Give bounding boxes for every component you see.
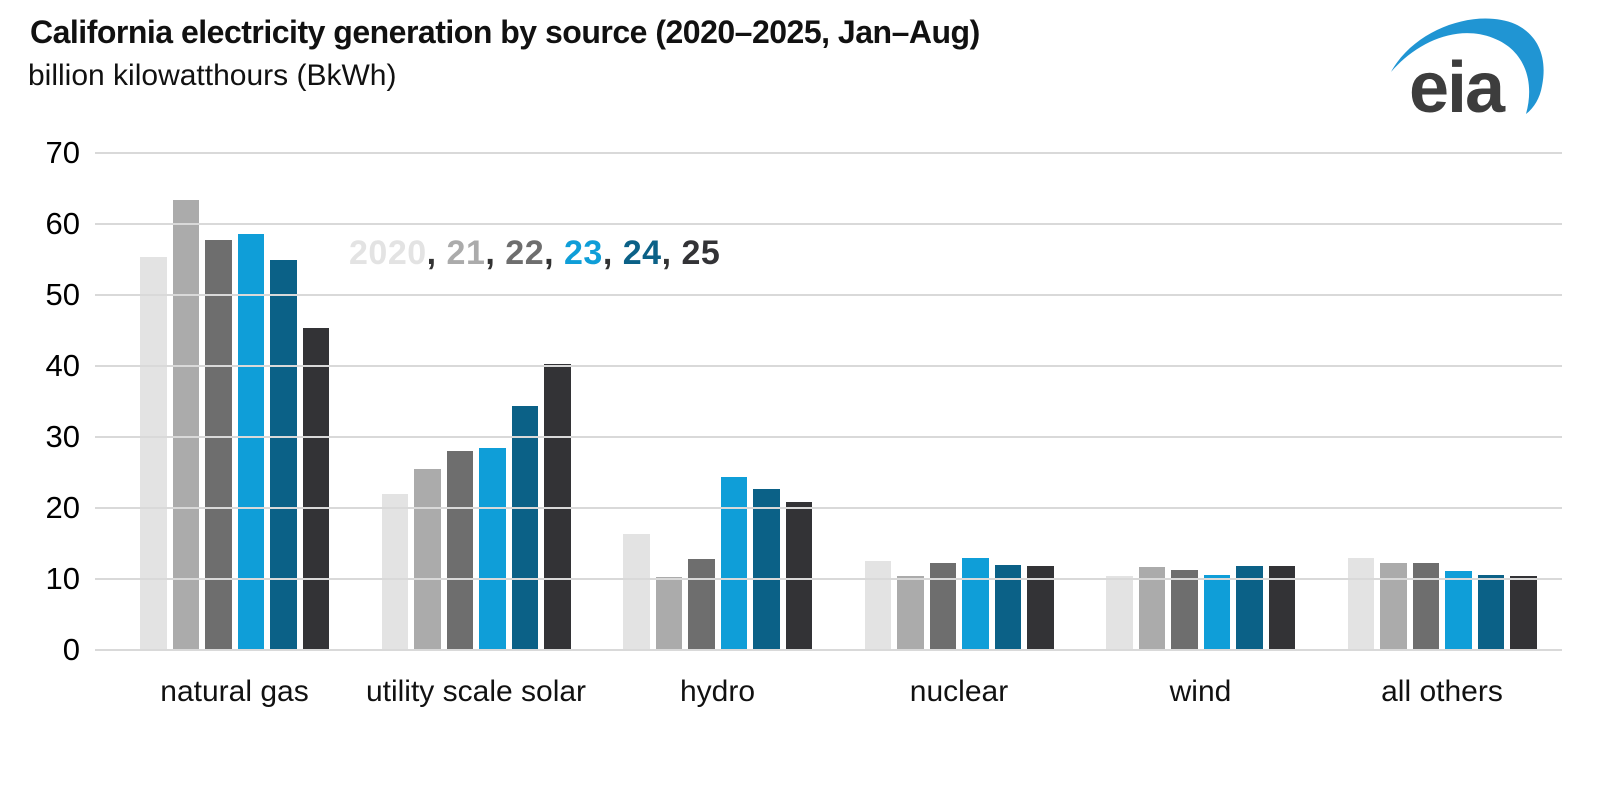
bar-nuclear-22	[929, 563, 956, 650]
bar-all-others-23	[1445, 571, 1472, 650]
bar-wind-25	[1268, 566, 1295, 650]
bar-natural-gas-21	[172, 199, 199, 650]
gridline-10	[95, 578, 1562, 580]
bar-utility-scale-solar-22	[446, 451, 473, 650]
bar-hydro-25	[785, 501, 812, 650]
bar-utility-scale-solar-25	[544, 363, 571, 650]
bar-hydro-22	[688, 559, 715, 650]
legend-item-2020: 2020	[349, 234, 427, 272]
x-axis-label: wind	[1169, 675, 1232, 708]
gridline-20	[95, 507, 1562, 509]
bar-nuclear-25	[1027, 566, 1054, 650]
y-tick-label: 20	[45, 490, 80, 525]
bar-nuclear-21	[897, 576, 924, 650]
eia-logo-text: eia	[1409, 48, 1506, 120]
bar-utility-scale-solar-24	[511, 405, 538, 650]
legend-item-24: 24	[622, 234, 662, 272]
y-tick-label: 40	[45, 348, 80, 383]
gridline-30	[95, 436, 1562, 438]
chart-title: California electricity generation by sou…	[30, 14, 980, 50]
bar-natural-gas-22	[205, 239, 232, 650]
legend-separator: ,	[661, 234, 682, 272]
x-axis-label: utility scale solar	[365, 675, 587, 708]
bar-all-others-2020	[1347, 557, 1374, 650]
gridline-70	[95, 152, 1562, 154]
bar-wind-22	[1171, 570, 1198, 650]
legend-item-23: 23	[564, 234, 603, 272]
y-tick-label: 10	[45, 561, 80, 596]
bar-utility-scale-solar-2020	[381, 493, 408, 650]
gridline-0	[95, 649, 1562, 651]
legend: 2020, 21, 22, 23, 24, 25	[349, 234, 720, 273]
bar-utility-scale-solar-21	[414, 468, 441, 650]
bar-all-others-25	[1510, 576, 1537, 650]
bar-all-others-21	[1380, 562, 1407, 650]
x-axis-label: natural gas	[160, 675, 309, 708]
legend-separator: ,	[485, 234, 506, 272]
bar-hydro-23	[720, 477, 747, 650]
legend-item-25: 25	[681, 234, 721, 272]
bar-utility-scale-solar-23	[479, 447, 506, 650]
eia-swoosh-icon	[1391, 18, 1544, 114]
bar-natural-gas-25	[302, 327, 329, 650]
y-tick-label: 30	[45, 419, 80, 454]
legend-item-22: 22	[505, 234, 545, 272]
bar-hydro-2020	[623, 534, 650, 650]
bar-natural-gas-24	[270, 259, 297, 650]
legend-separator: ,	[544, 234, 565, 272]
eia-logo-graphic: eia	[1391, 18, 1544, 128]
bar-all-others-24	[1477, 574, 1504, 650]
bar-wind-23	[1203, 574, 1230, 650]
y-tick-label: 50	[45, 277, 80, 312]
bar-nuclear-23	[962, 558, 989, 650]
bar-all-others-22	[1412, 563, 1439, 650]
bar-natural-gas-23	[237, 233, 264, 650]
bar-hydro-21	[655, 576, 682, 650]
x-axis-label: hydro	[679, 675, 756, 708]
gridline-50	[95, 294, 1562, 296]
x-axis-label: nuclear	[909, 675, 1009, 708]
eia-logo: eia	[1385, 8, 1550, 128]
gridline-60	[95, 223, 1562, 225]
bar-wind-2020	[1106, 576, 1133, 650]
y-tick-label: 70	[45, 135, 80, 170]
x-axis-label: all others	[1381, 675, 1503, 708]
bar-nuclear-2020	[864, 560, 891, 650]
legend-item-21: 21	[446, 234, 486, 272]
bar-wind-21	[1138, 566, 1165, 650]
legend-separator: ,	[426, 234, 447, 272]
legend-separator: ,	[602, 234, 623, 272]
bar-natural-gas-2020	[140, 256, 167, 650]
y-tick-label: 60	[45, 206, 80, 241]
y-tick-label: 0	[62, 632, 80, 667]
bar-hydro-24	[753, 488, 780, 650]
gridline-40	[95, 365, 1562, 367]
chart-subtitle: billion kilowatthours (BkWh)	[28, 59, 397, 92]
